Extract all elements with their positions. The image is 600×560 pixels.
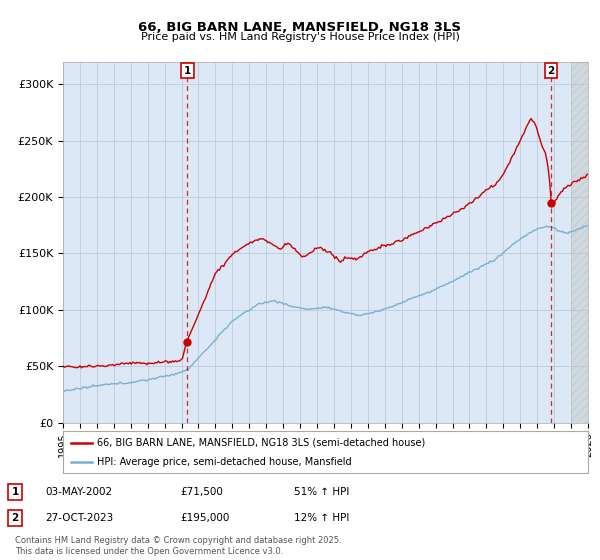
Text: 1: 1 <box>11 487 19 497</box>
Text: 12% ↑ HPI: 12% ↑ HPI <box>294 513 349 523</box>
Text: 03-MAY-2002: 03-MAY-2002 <box>45 487 112 497</box>
Text: 1: 1 <box>184 66 191 76</box>
Text: 27-OCT-2023: 27-OCT-2023 <box>45 513 113 523</box>
Text: 66, BIG BARN LANE, MANSFIELD, NG18 3LS: 66, BIG BARN LANE, MANSFIELD, NG18 3LS <box>139 21 461 34</box>
Bar <box>571 62 588 423</box>
Text: 51% ↑ HPI: 51% ↑ HPI <box>294 487 349 497</box>
Text: Price paid vs. HM Land Registry's House Price Index (HPI): Price paid vs. HM Land Registry's House … <box>140 32 460 42</box>
Text: Contains HM Land Registry data © Crown copyright and database right 2025.
This d: Contains HM Land Registry data © Crown c… <box>15 536 341 556</box>
Text: £195,000: £195,000 <box>180 513 229 523</box>
Text: 2: 2 <box>11 513 19 523</box>
Text: HPI: Average price, semi-detached house, Mansfield: HPI: Average price, semi-detached house,… <box>97 457 352 467</box>
Text: 66, BIG BARN LANE, MANSFIELD, NG18 3LS (semi-detached house): 66, BIG BARN LANE, MANSFIELD, NG18 3LS (… <box>97 437 425 447</box>
Text: 2: 2 <box>548 66 555 76</box>
Text: £71,500: £71,500 <box>180 487 223 497</box>
